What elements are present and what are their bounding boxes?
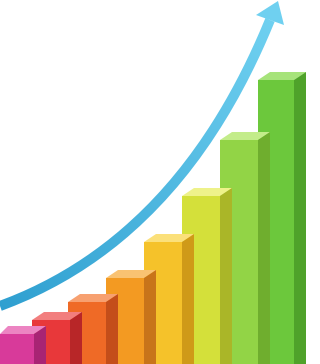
bar-magenta: [0, 326, 46, 364]
bar-side: [106, 294, 118, 364]
bar-side: [70, 312, 82, 364]
bar-side: [144, 270, 156, 364]
page: [0, 0, 307, 364]
bar-side: [294, 72, 306, 364]
bar-side: [258, 132, 270, 364]
bar-front: [0, 334, 34, 364]
bar-side: [182, 234, 194, 364]
bar-side: [220, 188, 232, 364]
illustration: [0, 0, 307, 364]
